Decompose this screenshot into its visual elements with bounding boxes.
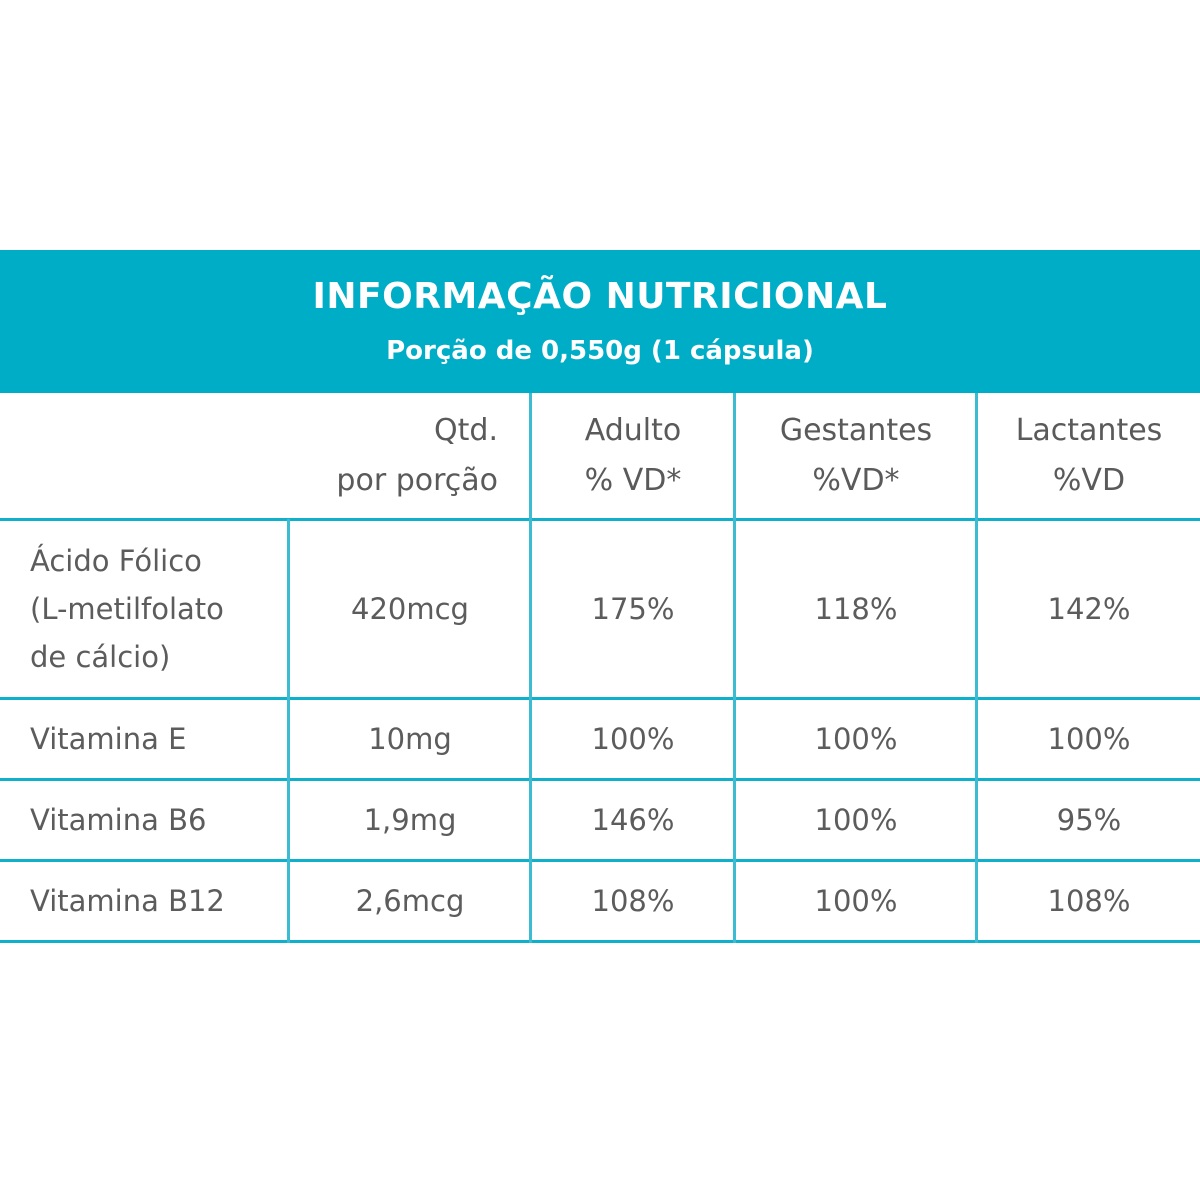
adult-dv: 146% bbox=[591, 803, 675, 837]
nutrient-qty: 420mcg bbox=[351, 592, 469, 626]
adult-dv: 100% bbox=[591, 722, 675, 756]
adult-dv: 108% bbox=[591, 884, 675, 918]
row-divider bbox=[0, 778, 1200, 781]
lactating-dv: 95% bbox=[1056, 803, 1122, 837]
header-adult-dv: Adulto % VD* bbox=[584, 413, 682, 498]
column-divider bbox=[287, 519, 290, 943]
nutrient-name: Ácido Fólico (L-metilfolato de cálcio) bbox=[30, 544, 224, 674]
pregnant-dv: 118% bbox=[814, 592, 898, 626]
table-bottom-border bbox=[0, 940, 1200, 943]
label-title: INFORMAÇÃO NUTRICIONAL bbox=[312, 276, 888, 317]
nutrient-qty: 2,6mcg bbox=[355, 884, 465, 918]
row-divider bbox=[0, 697, 1200, 700]
lactating-dv: 108% bbox=[1047, 884, 1131, 918]
lactating-dv: 100% bbox=[1047, 722, 1131, 756]
nutrient-qty: 10mg bbox=[368, 722, 452, 756]
nutrient-name: Vitamina E bbox=[30, 722, 187, 756]
adult-dv: 175% bbox=[591, 592, 675, 626]
header-qty-per-serving: Qtd. por porção bbox=[336, 413, 498, 498]
row-divider bbox=[0, 859, 1200, 862]
header-lactating-dv: Lactantes %VD bbox=[1015, 413, 1163, 498]
column-divider bbox=[529, 393, 532, 943]
serving-size: Porção de 0,550g (1 cápsula) bbox=[386, 336, 814, 366]
pregnant-dv: 100% bbox=[814, 884, 898, 918]
nutrient-name: Vitamina B12 bbox=[30, 884, 225, 918]
title-banner: INFORMAÇÃO NUTRICIONAL Porção de 0,550g … bbox=[0, 250, 1200, 393]
pregnant-dv: 100% bbox=[814, 803, 898, 837]
nutrient-qty: 1,9mg bbox=[363, 803, 457, 837]
lactating-dv: 142% bbox=[1047, 592, 1131, 626]
row-divider bbox=[0, 518, 1200, 521]
pregnant-dv: 100% bbox=[814, 722, 898, 756]
nutrient-name: Vitamina B6 bbox=[30, 803, 207, 837]
column-divider bbox=[975, 393, 978, 943]
column-divider bbox=[733, 393, 736, 943]
header-pregnant-dv: Gestantes %VD* bbox=[779, 413, 933, 498]
